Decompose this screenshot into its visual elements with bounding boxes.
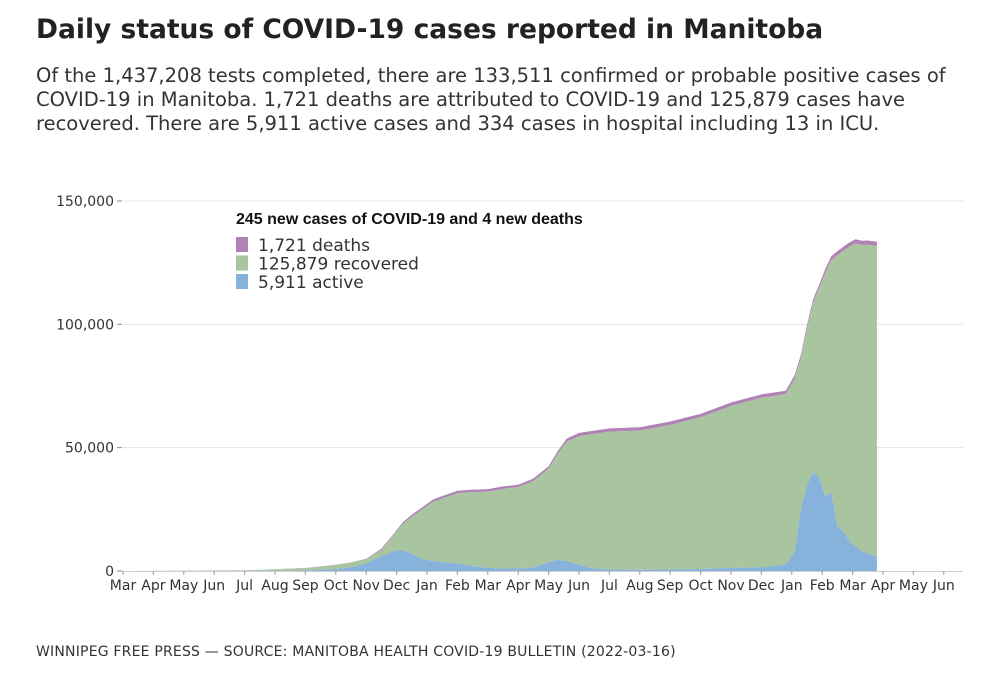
legend-label-deaths: 1,721 deaths xyxy=(258,236,370,256)
x-tick-label: Sep xyxy=(657,578,684,594)
x-tick-label: Nov xyxy=(353,578,380,594)
source-note: WINNIPEG FREE PRESS — SOURCE: MANITOBA H… xyxy=(36,644,676,660)
x-tick-label: Apr xyxy=(871,578,895,594)
deaths-area xyxy=(123,239,877,571)
x-tick-label: Feb xyxy=(445,578,470,594)
x-tick-label: Jun xyxy=(932,578,955,594)
legend-title: 245 new cases of COVID-19 and 4 new deat… xyxy=(236,211,583,228)
x-tick-label: Jun xyxy=(567,578,590,594)
legend-swatch-active xyxy=(236,274,248,289)
x-tick-label: Jul xyxy=(235,578,253,594)
x-tick-label: Apr xyxy=(506,578,530,594)
x-tick-label: May xyxy=(534,578,563,594)
x-tick-label: Jan xyxy=(780,578,803,594)
chart-subtitle: Of the 1,437,208 tests completed, there … xyxy=(36,64,946,135)
x-tick-label: Oct xyxy=(688,578,713,594)
area-series xyxy=(123,239,877,571)
x-tick-label: Sep xyxy=(292,578,319,594)
y-tick-label: 0 xyxy=(105,564,114,580)
x-tick-label: May xyxy=(899,578,928,594)
x-tick-label: Aug xyxy=(626,578,653,594)
x-tick-label: Dec xyxy=(383,578,410,594)
x-tick-label: Mar xyxy=(110,578,137,594)
x-tick-label: Dec xyxy=(748,578,775,594)
x-tick-label: May xyxy=(169,578,198,594)
recovered-area xyxy=(123,243,877,571)
x-tick-label: Jan xyxy=(415,578,438,594)
legend-swatch-deaths xyxy=(236,237,248,252)
x-tick-label: Oct xyxy=(324,578,349,594)
legend-label-recovered: 125,879 recovered xyxy=(258,255,419,275)
x-tick-label: Jun xyxy=(202,578,225,594)
x-tick-label: Jul xyxy=(600,578,618,594)
x-tick-label: Apr xyxy=(141,578,165,594)
x-tick-label: Mar xyxy=(475,578,502,594)
active-area xyxy=(123,472,877,571)
y-tick-label: 100,000 xyxy=(56,317,114,333)
chart-title: Daily status of COVID-19 cases reported … xyxy=(36,14,824,45)
x-tick-label: Mar xyxy=(839,578,866,594)
x-tick-label: Feb xyxy=(810,578,835,594)
x-tick-label: Nov xyxy=(717,578,744,594)
x-tick-label: Aug xyxy=(261,578,288,594)
legend: 245 new cases of COVID-19 and 4 new deat… xyxy=(236,211,583,293)
y-tick-label: 50,000 xyxy=(65,441,114,457)
legend-label-active: 5,911 active xyxy=(258,273,364,293)
legend-swatch-recovered xyxy=(236,255,248,271)
y-tick-label: 150,000 xyxy=(56,194,114,210)
